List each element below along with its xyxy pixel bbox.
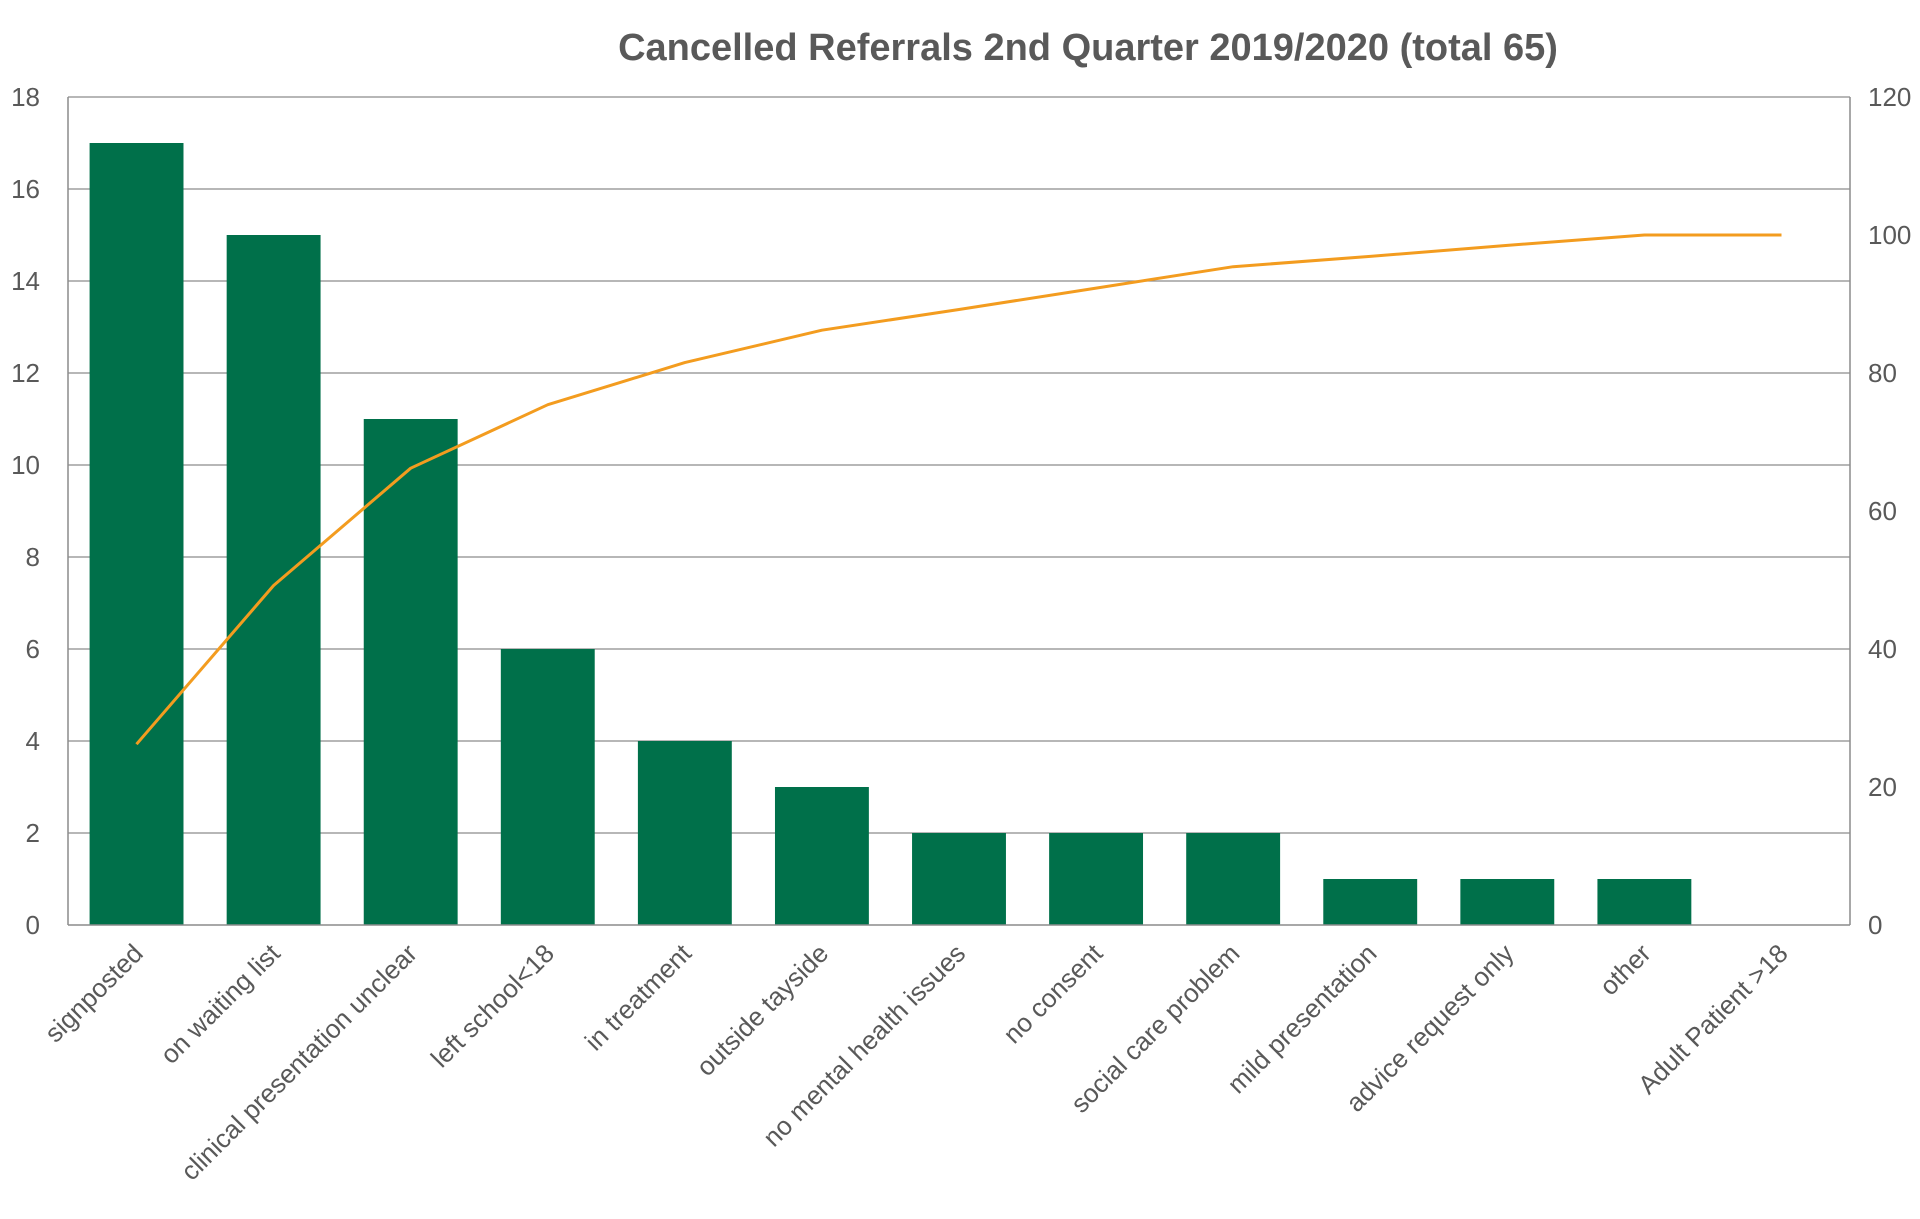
gridlines — [68, 96, 1850, 834]
category-label: Adult Patient >18 — [1632, 938, 1794, 1100]
axes — [67, 97, 1851, 926]
category-label: clinical presentation unclear — [175, 938, 423, 1186]
left-tick-label: 4 — [26, 726, 40, 756]
right-tick-label: 20 — [1868, 772, 1897, 802]
left-tick-label: 0 — [26, 910, 40, 940]
category-label: on waiting list — [154, 937, 286, 1069]
left-tick-label: 10 — [11, 450, 40, 480]
bar — [912, 833, 1006, 925]
bar — [774, 787, 869, 925]
category-label: outside tayside — [690, 938, 834, 1082]
bar — [637, 741, 732, 925]
left-tick-label: 12 — [11, 358, 40, 388]
category-label: other — [1594, 938, 1657, 1001]
bar — [1323, 879, 1418, 925]
right-axis-ticks: 0 20 40 60 80 100 120 — [1868, 82, 1911, 940]
bar — [226, 235, 321, 925]
left-tick-label: 2 — [26, 818, 40, 848]
left-tick-label: 8 — [26, 542, 40, 572]
right-tick-label: 0 — [1868, 910, 1882, 940]
category-label: in treatment — [579, 937, 698, 1056]
left-tick-label: 6 — [26, 634, 40, 664]
bar — [1460, 879, 1555, 925]
bar — [1597, 879, 1692, 925]
left-tick-label: 16 — [11, 174, 40, 204]
bar — [1049, 833, 1144, 925]
cumulative-line — [135, 233, 1782, 746]
bar — [363, 419, 458, 925]
category-label: mild presentation — [1221, 938, 1382, 1099]
right-tick-label: 120 — [1868, 82, 1911, 112]
bar — [1186, 833, 1281, 925]
category-label: left school<18 — [425, 938, 560, 1073]
bar-series — [89, 143, 1692, 925]
category-label: no consent — [997, 937, 1109, 1049]
category-label: signposted — [39, 938, 149, 1048]
bar — [89, 143, 184, 925]
right-tick-label: 40 — [1868, 634, 1897, 664]
right-tick-label: 100 — [1868, 220, 1911, 250]
left-tick-label: 18 — [11, 82, 40, 112]
right-tick-label: 80 — [1868, 358, 1897, 388]
right-tick-label: 60 — [1868, 496, 1897, 526]
left-tick-label: 14 — [11, 266, 40, 296]
left-axis-ticks: 0 2 4 6 8 10 12 14 16 18 — [11, 82, 40, 940]
cumulative-line-series — [135, 233, 1782, 746]
chart-title: Cancelled Referrals 2nd Quarter 2019/202… — [618, 27, 1558, 69]
bar — [500, 649, 595, 925]
